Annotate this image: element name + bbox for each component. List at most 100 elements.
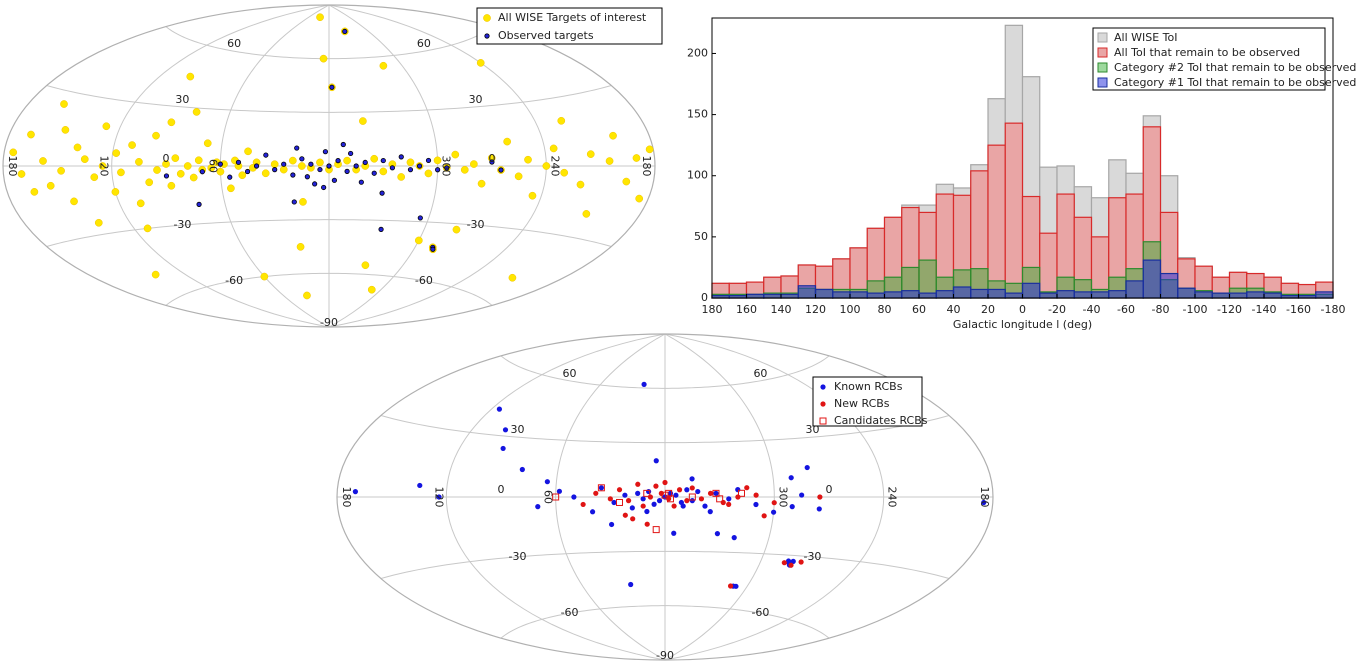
dot-marker [629, 505, 635, 511]
histogram-bar [935, 290, 955, 299]
dot-marker [261, 169, 270, 178]
y-tick-label: 100 [687, 169, 708, 182]
dot-marker [707, 509, 713, 515]
dot-marker [607, 496, 613, 502]
x-tick-label: 60 [912, 303, 926, 316]
dot-marker [348, 150, 354, 157]
dot-marker [128, 141, 136, 149]
meridian-line [111, 4, 330, 328]
dot-marker [714, 531, 721, 537]
dot-marker [790, 558, 796, 564]
dot-marker [435, 167, 441, 173]
dot-marker [817, 494, 823, 500]
dot-marker [542, 162, 551, 170]
dot-marker [331, 177, 337, 183]
longitude-label: 60 [206, 159, 219, 173]
dot-marker [321, 184, 327, 191]
dot-marker [804, 464, 810, 471]
dot-marker [498, 167, 504, 173]
dot-marker [646, 488, 652, 495]
longitude-label: 180 [340, 487, 353, 508]
dot-marker [199, 169, 205, 175]
histogram-bar [1090, 291, 1110, 299]
dot-marker [556, 488, 563, 494]
dot-marker [528, 191, 537, 200]
dot-marker [192, 108, 201, 116]
dot-marker [788, 562, 794, 568]
x-tick-label: 160 [736, 303, 757, 316]
dot-marker [489, 159, 495, 165]
dot-marker [673, 492, 679, 498]
dot-marker [60, 100, 68, 108]
dot-marker [171, 154, 180, 162]
square-marker [666, 495, 674, 503]
dot-marker [167, 181, 176, 190]
histogram-bar [970, 288, 989, 299]
latitude-label: 30 [511, 423, 525, 436]
dot-marker [260, 272, 269, 281]
dot-marker [981, 499, 987, 506]
histogram-bar [883, 291, 903, 299]
dot-marker [500, 445, 506, 452]
dot-marker [508, 273, 517, 282]
dot-marker [244, 168, 251, 175]
dot-marker [17, 170, 26, 178]
y-tick-label: 150 [687, 108, 708, 121]
histogram-bar [797, 285, 817, 299]
dot-marker [151, 270, 160, 279]
dot-marker [731, 535, 737, 541]
histogram-bar [1108, 290, 1127, 299]
dot-marker [367, 285, 376, 294]
dot-marker [666, 496, 672, 502]
latitude-label: 60 [753, 367, 767, 380]
histogram-bar [952, 286, 972, 299]
dot-marker [460, 165, 469, 174]
dot-marker [799, 492, 805, 498]
longitude-label: 120 [432, 487, 445, 508]
dot-marker [753, 501, 759, 508]
square-marker [716, 495, 724, 503]
dot-marker [671, 530, 677, 536]
dot-marker [557, 116, 566, 125]
latitude-label: -30 [509, 550, 527, 563]
dot-marker [189, 173, 198, 182]
dot-marker [616, 487, 623, 493]
dot-marker [598, 485, 604, 491]
histogram-bar [1194, 291, 1213, 299]
latitude-label: -60 [225, 274, 243, 287]
dot-marker [433, 156, 442, 165]
dot-marker [30, 188, 39, 196]
dot-marker [589, 509, 596, 515]
legend-label: Category #2 ToI that remain to be observ… [1114, 61, 1356, 74]
latitude-label: 0 [826, 483, 833, 496]
dot-marker [263, 152, 269, 158]
dot-marker [476, 59, 485, 67]
dot-marker [483, 14, 491, 22]
dot-marker [80, 155, 89, 164]
square-marker [661, 491, 669, 499]
dot-marker [622, 177, 631, 186]
dot-marker [98, 162, 107, 170]
histogram-bar [1090, 236, 1110, 299]
dot-marker [281, 161, 287, 167]
dot-marker [90, 173, 99, 182]
latitude-label: -60 [751, 606, 769, 619]
y-tick-label: 200 [687, 46, 708, 59]
dot-marker [361, 261, 370, 270]
x-tick-label: -100 [1183, 303, 1208, 316]
histogram-bar [1125, 280, 1144, 299]
dot-marker [235, 159, 242, 165]
dot-marker [340, 141, 346, 148]
dot-marker [417, 482, 423, 489]
latitude-label: 30 [175, 93, 189, 106]
dot-marker [27, 130, 35, 139]
dot-marker [216, 167, 225, 176]
dot-marker [560, 168, 569, 177]
dot-marker [658, 490, 664, 496]
dot-marker [689, 498, 695, 504]
dot-marker [57, 166, 65, 175]
latitude-label: -30 [803, 550, 821, 563]
longitude-label: 60 [542, 490, 555, 504]
